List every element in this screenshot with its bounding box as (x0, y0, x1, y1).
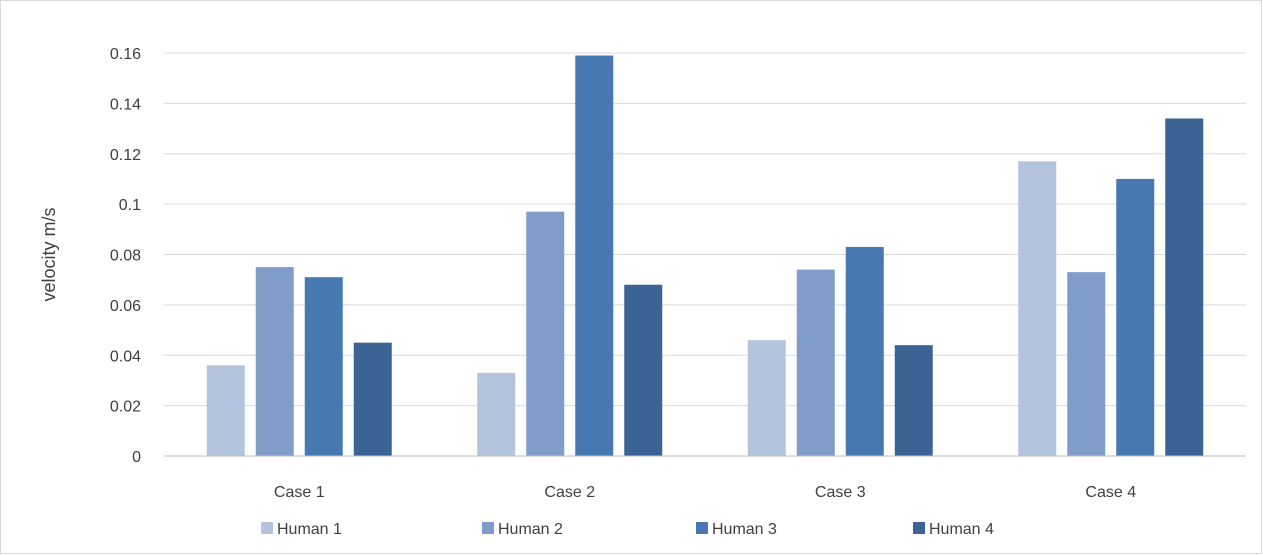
legend-label: Human 1 (277, 521, 342, 538)
y-tick-label: 0.12 (110, 147, 141, 164)
legend-label: Human 2 (498, 521, 563, 538)
gridlines (164, 52, 1246, 407)
bar-human-4-case-3 (894, 345, 933, 456)
y-axis-title: velocity m/s (39, 207, 59, 301)
bar-human-2-case-1 (255, 267, 294, 456)
bar-human-1-case-3 (747, 340, 786, 456)
bar-human-4-case-2 (624, 284, 663, 456)
bar-human-2-case-3 (796, 269, 835, 456)
bar-human-3-case-4 (1116, 178, 1155, 456)
y-tick-label: 0.04 (110, 348, 141, 365)
bar-human-3-case-2 (575, 55, 614, 457)
x-tick-label: Case 1 (274, 484, 325, 501)
legend: Human 1 Human 2 Human 3 Human 4 (261, 521, 994, 538)
legend-swatch (482, 522, 494, 534)
legend-swatch (696, 522, 708, 534)
bar-human-4-case-4 (1165, 118, 1204, 457)
y-tick-label: 0.14 (110, 96, 141, 113)
legend-swatch (261, 522, 273, 534)
legend-swatch (913, 522, 925, 534)
y-tick-label: 0 (132, 449, 141, 466)
y-axis: 0 0.02 0.04 0.06 0.08 0.1 0.12 0.14 0.16 (110, 46, 141, 466)
x-tick-label: Case 4 (1085, 484, 1136, 501)
bars (206, 55, 1204, 457)
x-axis: Case 1 Case 2 Case 3 Case 4 (164, 455, 1246, 501)
bar-human-4-case-1 (353, 342, 392, 456)
y-tick-label: 0.08 (110, 248, 141, 265)
x-tick-label: Case 2 (544, 484, 595, 501)
legend-label: Human 3 (712, 521, 777, 538)
y-tick-label: 0.1 (119, 197, 141, 214)
bar-human-1-case-1 (206, 365, 245, 456)
legend-label: Human 4 (929, 521, 994, 538)
bar-human-1-case-2 (477, 372, 516, 456)
y-tick-label: 0.06 (110, 298, 141, 315)
y-tick-label: 0.02 (110, 399, 141, 416)
y-tick-label: 0.16 (110, 46, 141, 63)
bar-human-2-case-2 (526, 211, 565, 456)
bar-human-2-case-4 (1067, 272, 1106, 456)
x-tick-label: Case 3 (815, 484, 866, 501)
bar-human-3-case-3 (845, 246, 884, 456)
bar-human-1-case-4 (1018, 161, 1057, 456)
bar-human-3-case-1 (304, 277, 343, 456)
